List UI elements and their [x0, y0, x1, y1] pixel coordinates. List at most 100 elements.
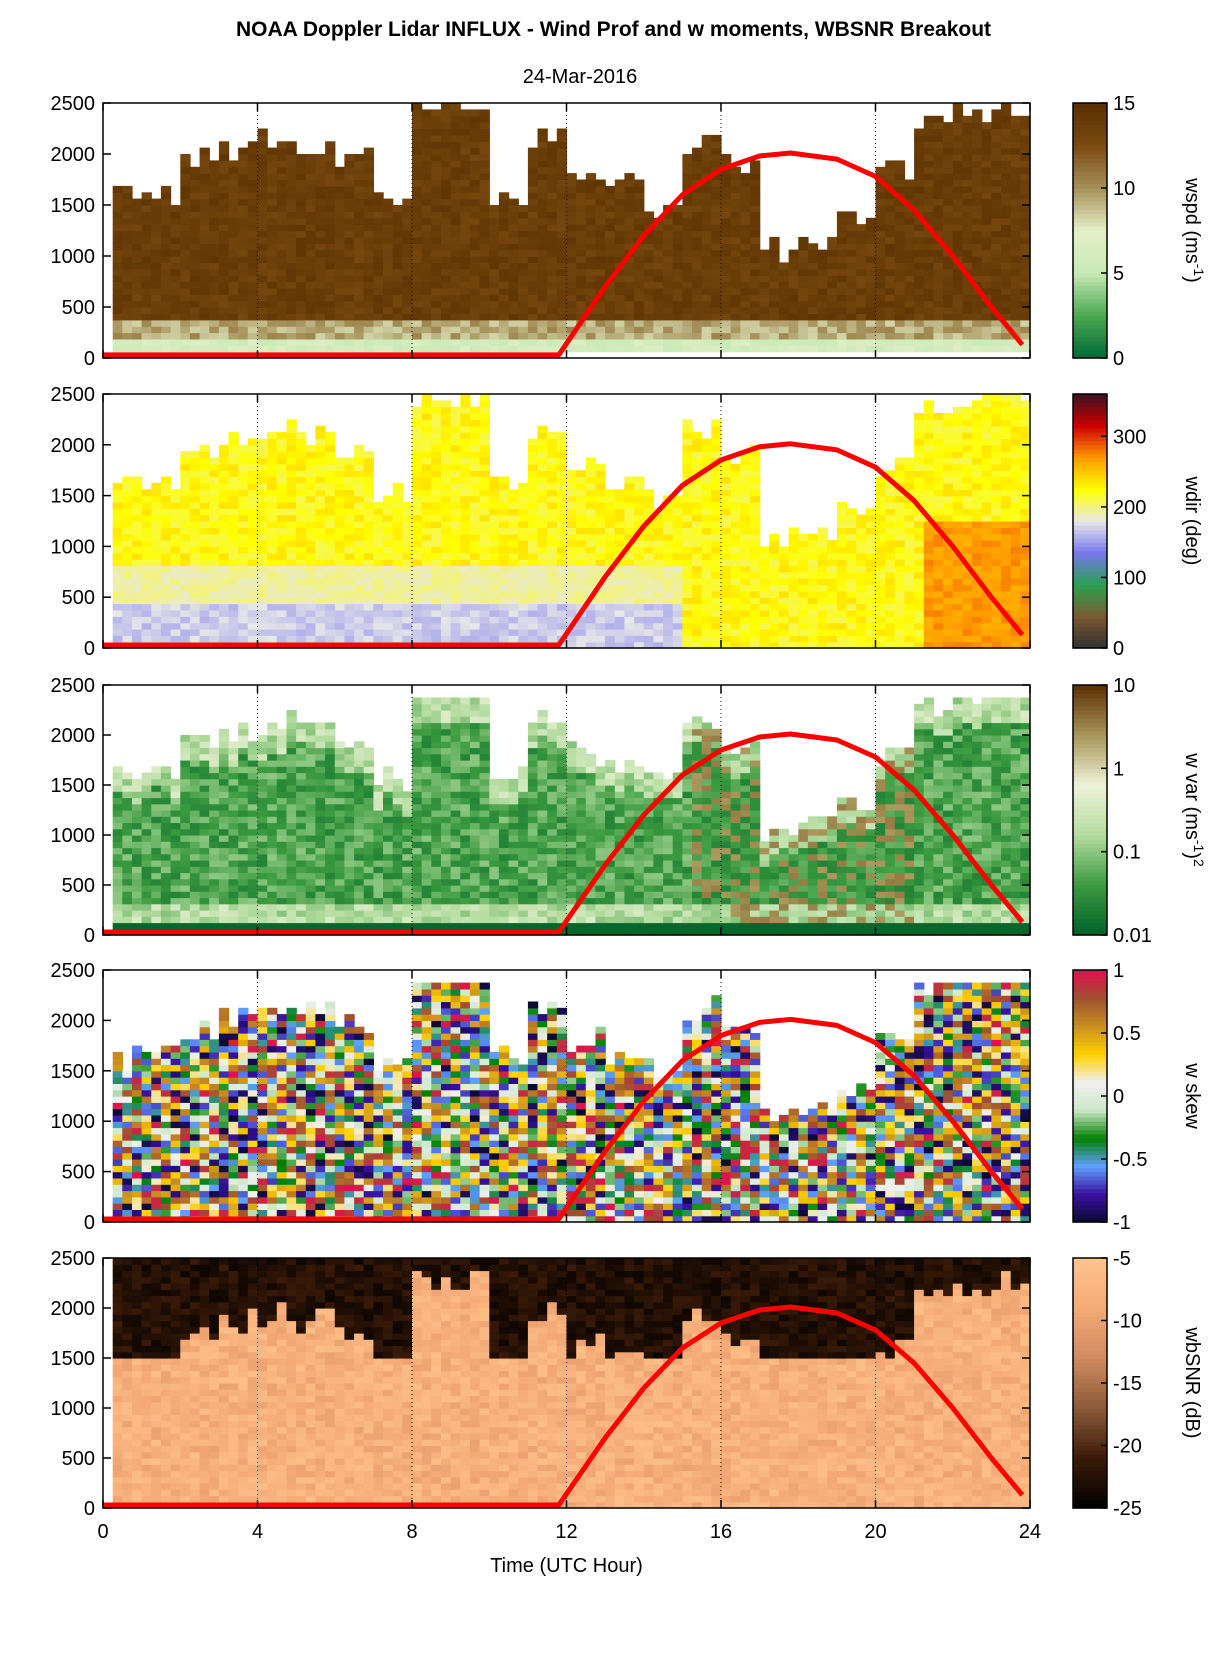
- heatmap-cell: [218, 192, 230, 200]
- heatmap-cell: [412, 521, 423, 528]
- heatmap-cell: [614, 338, 626, 346]
- heatmap-cell: [132, 217, 143, 225]
- heatmap-cell: [160, 571, 172, 579]
- heatmap-cell: [614, 521, 626, 528]
- heatmap-cell: [730, 565, 741, 573]
- heatmap-cell: [450, 406, 461, 414]
- heatmap-cell: [450, 457, 461, 465]
- heatmap-cell: [257, 173, 268, 181]
- heatmap-cell: [296, 463, 307, 471]
- heatmap-cell: [334, 345, 346, 353]
- heatmap-cell: [421, 268, 432, 276]
- heatmap-cell: [354, 294, 365, 302]
- heatmap-cell: [363, 463, 374, 471]
- heatmap-cell: [489, 307, 500, 314]
- heatmap-cell: [441, 432, 452, 440]
- heatmap-cell: [305, 444, 317, 452]
- heatmap-cell: [1020, 198, 1031, 206]
- heatmap-cell: [189, 338, 201, 346]
- heatmap-cell: [392, 597, 403, 605]
- heatmap-cell: [450, 495, 461, 503]
- heatmap-cell: [334, 332, 346, 340]
- heatmap-cell: [508, 552, 519, 560]
- heatmap-cell: [489, 482, 500, 490]
- heatmap-cell: [276, 489, 288, 497]
- heatmap-cell: [943, 128, 954, 136]
- heatmap-cell: [431, 154, 442, 161]
- heatmap-cell: [527, 584, 539, 592]
- heatmap-cell: [576, 578, 587, 586]
- heatmap-cell: [933, 166, 944, 174]
- heatmap-cell: [412, 166, 423, 174]
- heatmap-cell: [122, 527, 133, 535]
- heatmap-cell: [431, 147, 442, 155]
- heatmap-cell: [421, 590, 432, 598]
- heatmap-cell: [972, 109, 983, 117]
- heatmap-cell: [296, 546, 307, 554]
- heatmap-cell: [614, 332, 626, 340]
- heatmap-cell: [325, 584, 336, 592]
- heatmap-cell: [923, 287, 935, 295]
- heatmap-cell: [334, 268, 346, 276]
- heatmap-cell: [605, 502, 616, 509]
- heatmap-cell: [711, 521, 722, 528]
- heatmap-cell: [354, 584, 365, 592]
- heatmap-cell: [663, 629, 674, 636]
- heatmap-cell: [605, 249, 616, 257]
- heatmap-cell: [383, 590, 394, 598]
- heatmap-cell: [257, 345, 268, 353]
- heatmap-cell: [180, 476, 191, 484]
- heatmap-cell: [132, 249, 143, 257]
- heatmap-cell: [527, 147, 539, 155]
- heatmap-cell: [441, 192, 452, 200]
- heatmap-cell: [354, 179, 365, 187]
- heatmap-cell: [537, 451, 548, 459]
- heatmap-cell: [943, 122, 954, 130]
- heatmap-cell: [576, 616, 587, 624]
- heatmap-cell: [663, 313, 674, 321]
- heatmap-cell: [1001, 332, 1012, 340]
- heatmap-cell: [547, 345, 558, 353]
- heatmap-cell: [788, 319, 799, 327]
- heatmap-cell: [228, 597, 239, 605]
- heatmap-cell: [180, 319, 191, 327]
- heatmap-cell: [740, 590, 751, 598]
- heatmap-cell: [634, 571, 645, 579]
- heatmap-cell: [643, 533, 655, 541]
- heatmap-cell: [479, 540, 490, 547]
- heatmap-cell: [730, 609, 741, 617]
- heatmap-cell: [817, 281, 828, 289]
- heatmap-cell: [827, 262, 838, 270]
- heatmap-cell: [518, 502, 529, 509]
- heatmap-cell: [431, 413, 442, 420]
- heatmap-cell: [132, 590, 143, 598]
- heatmap-cell: [498, 262, 510, 270]
- heatmap-cell: [750, 578, 761, 586]
- heatmap-cell: [392, 521, 403, 528]
- heatmap-cell: [412, 578, 423, 586]
- heatmap-cell: [537, 147, 548, 155]
- heatmap-cell: [836, 287, 848, 295]
- heatmap-cell: [778, 287, 790, 295]
- heatmap-cell: [682, 249, 693, 257]
- heatmap-cell: [315, 476, 326, 484]
- heatmap-cell: [711, 597, 722, 605]
- heatmap-cell: [489, 236, 500, 244]
- heatmap-cell: [276, 173, 288, 181]
- heatmap-cell: [412, 198, 423, 206]
- heatmap-cell: [498, 565, 510, 573]
- heatmap-cell: [952, 319, 964, 327]
- heatmap-cell: [566, 287, 577, 295]
- heatmap-cell: [383, 514, 394, 522]
- heatmap-cell: [354, 482, 365, 490]
- heatmap-cell: [363, 332, 374, 340]
- heatmap-cell: [721, 185, 732, 193]
- heatmap-cell: [460, 552, 471, 560]
- heatmap-cell: [614, 345, 626, 353]
- heatmap-cell: [624, 590, 635, 598]
- heatmap-cell: [875, 236, 886, 244]
- heatmap-cell: [450, 438, 461, 446]
- heatmap-cell: [296, 470, 307, 478]
- heatmap-cell: [460, 559, 471, 567]
- heatmap-cell: [141, 584, 152, 592]
